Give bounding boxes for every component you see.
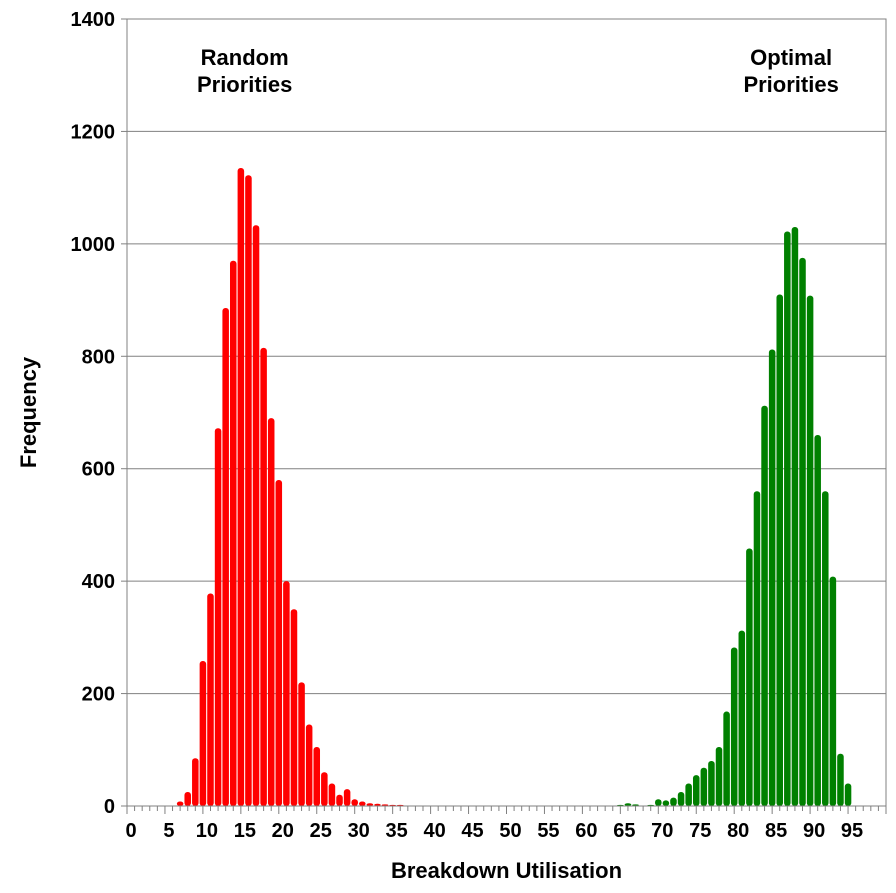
bar-series-1-x21 bbox=[283, 581, 290, 806]
x-tick-label-15: 15 bbox=[234, 820, 256, 842]
bar-series-2-x90 bbox=[806, 295, 814, 806]
x-tick-label-70: 70 bbox=[651, 820, 673, 842]
bar-series-2-x84 bbox=[761, 405, 768, 806]
bar-series-2-x88 bbox=[791, 226, 799, 806]
bar-series-1-x19 bbox=[267, 418, 275, 806]
x-tick-label-65: 65 bbox=[613, 820, 635, 842]
bar-series-1-x23 bbox=[298, 682, 305, 806]
y-tick-label-600: 600 bbox=[82, 459, 115, 481]
x-tick-label-80: 80 bbox=[727, 820, 749, 842]
annotation-1-line-2: Priorities bbox=[197, 72, 292, 97]
x-tick-label-0: 0 bbox=[125, 820, 136, 842]
bar-series-1-x15 bbox=[237, 167, 245, 807]
bar-series-2-x74 bbox=[685, 783, 692, 806]
x-tick-label-85: 85 bbox=[765, 820, 787, 842]
histogram-bars bbox=[176, 167, 852, 807]
bar-series-2-x78 bbox=[715, 746, 723, 806]
y-axis-title: Frequency bbox=[16, 356, 41, 468]
x-tick-label-10: 10 bbox=[196, 820, 218, 842]
bar-series-2-x95 bbox=[844, 783, 852, 806]
bar-series-1-x26 bbox=[321, 772, 328, 806]
x-axis-ticks bbox=[126, 806, 887, 814]
y-tick-label-1200: 1200 bbox=[71, 121, 116, 143]
bar-series-2-x75 bbox=[692, 775, 700, 806]
x-tick-label-75: 75 bbox=[689, 820, 711, 842]
bar-series-2-x94 bbox=[837, 753, 844, 806]
x-tick-label-45: 45 bbox=[461, 820, 483, 842]
y-tick-label-800: 800 bbox=[82, 346, 115, 368]
bar-series-2-x89 bbox=[799, 257, 806, 806]
y-axis-ticks bbox=[121, 18, 127, 807]
bar-series-2-x86 bbox=[776, 294, 784, 806]
x-tick-label-20: 20 bbox=[272, 820, 294, 842]
annotation-2-line-2: Priorities bbox=[743, 72, 838, 97]
bar-series-1-x33 bbox=[374, 803, 381, 806]
annotation-1: Random Priorities bbox=[197, 45, 292, 97]
y-tick-label-1400: 1400 bbox=[71, 9, 116, 31]
x-axis-title: Breakdown Utilisation bbox=[391, 858, 622, 883]
bar-series-1-x12 bbox=[214, 428, 222, 806]
bar-series-1-x14 bbox=[229, 260, 237, 806]
bar-series-1-x27 bbox=[328, 783, 336, 806]
bar-series-1-x16 bbox=[245, 175, 252, 807]
bar-series-2-x82 bbox=[746, 548, 753, 806]
bar-series-1-x7 bbox=[176, 801, 184, 806]
bar-series-2-x79 bbox=[723, 711, 730, 806]
bar-series-1-x29 bbox=[343, 789, 351, 806]
bar-series-1-x28 bbox=[336, 794, 343, 806]
bar-series-2-x66 bbox=[624, 803, 632, 806]
bar-series-1-x30 bbox=[351, 799, 358, 806]
x-tick-label-90: 90 bbox=[803, 820, 825, 842]
bar-series-1-x13 bbox=[222, 307, 229, 806]
x-axis-tick-labels: 0 5 10 15 20 25 30 35 40 45 50 55 60 65 70 75 80 85 90 95 bbox=[125, 820, 863, 842]
x-tick-label-55: 55 bbox=[537, 820, 559, 842]
bar-series-2-x85 bbox=[768, 349, 776, 806]
x-tick-label-40: 40 bbox=[423, 820, 445, 842]
bar-series-2-x70 bbox=[655, 799, 662, 806]
x-tick-label-25: 25 bbox=[310, 820, 332, 842]
x-tick-label-50: 50 bbox=[499, 820, 521, 842]
bar-series-2-x71 bbox=[662, 800, 670, 806]
y-tick-label-400: 400 bbox=[82, 571, 115, 593]
bar-series-1-x18 bbox=[260, 347, 267, 806]
bar-series-2-x93 bbox=[829, 576, 837, 806]
bar-series-1-x8 bbox=[184, 791, 191, 806]
bar-series-2-x73 bbox=[677, 791, 685, 806]
bar-series-2-x80 bbox=[730, 647, 738, 806]
x-tick-label-30: 30 bbox=[348, 820, 370, 842]
annotation-2: Optimal Priorities bbox=[743, 45, 838, 97]
annotation-1-line-1: Random bbox=[201, 45, 289, 70]
bar-series-1-x20 bbox=[275, 479, 283, 806]
bar-series-2-x72 bbox=[670, 797, 677, 806]
bar-series-2-x77 bbox=[708, 761, 715, 806]
bar-series-1-x25 bbox=[313, 746, 321, 806]
bar-series-2-x91 bbox=[814, 434, 821, 806]
x-tick-label-60: 60 bbox=[575, 820, 597, 842]
bar-series-2-x81 bbox=[738, 630, 746, 806]
x-tick-label-95: 95 bbox=[841, 820, 863, 842]
bar-series-1-x11 bbox=[207, 593, 214, 806]
y-tick-label-0: 0 bbox=[104, 796, 115, 818]
x-tick-label-5: 5 bbox=[163, 820, 174, 842]
y-axis-tick-labels: 0 200 400 600 800 1000 1200 1400 bbox=[71, 9, 116, 818]
y-tick-label-200: 200 bbox=[82, 684, 115, 706]
x-tick-label-35: 35 bbox=[386, 820, 408, 842]
bar-series-1-x9 bbox=[192, 758, 199, 806]
bar-series-1-x31 bbox=[359, 801, 366, 806]
bar-series-2-x87 bbox=[784, 231, 791, 807]
annotation-2-line-1: Optimal bbox=[750, 45, 832, 70]
bar-series-1-x17 bbox=[252, 225, 260, 807]
bar-series-1-x10 bbox=[199, 660, 207, 806]
bar-series-2-x76 bbox=[700, 767, 708, 806]
bar-series-2-x92 bbox=[822, 491, 829, 806]
bar-series-1-x22 bbox=[290, 609, 298, 806]
bar-series-2-x83 bbox=[753, 491, 761, 806]
bar-series-1-x24 bbox=[305, 724, 313, 806]
y-tick-label-1000: 1000 bbox=[71, 234, 116, 256]
bar-series-1-x32 bbox=[366, 803, 374, 806]
